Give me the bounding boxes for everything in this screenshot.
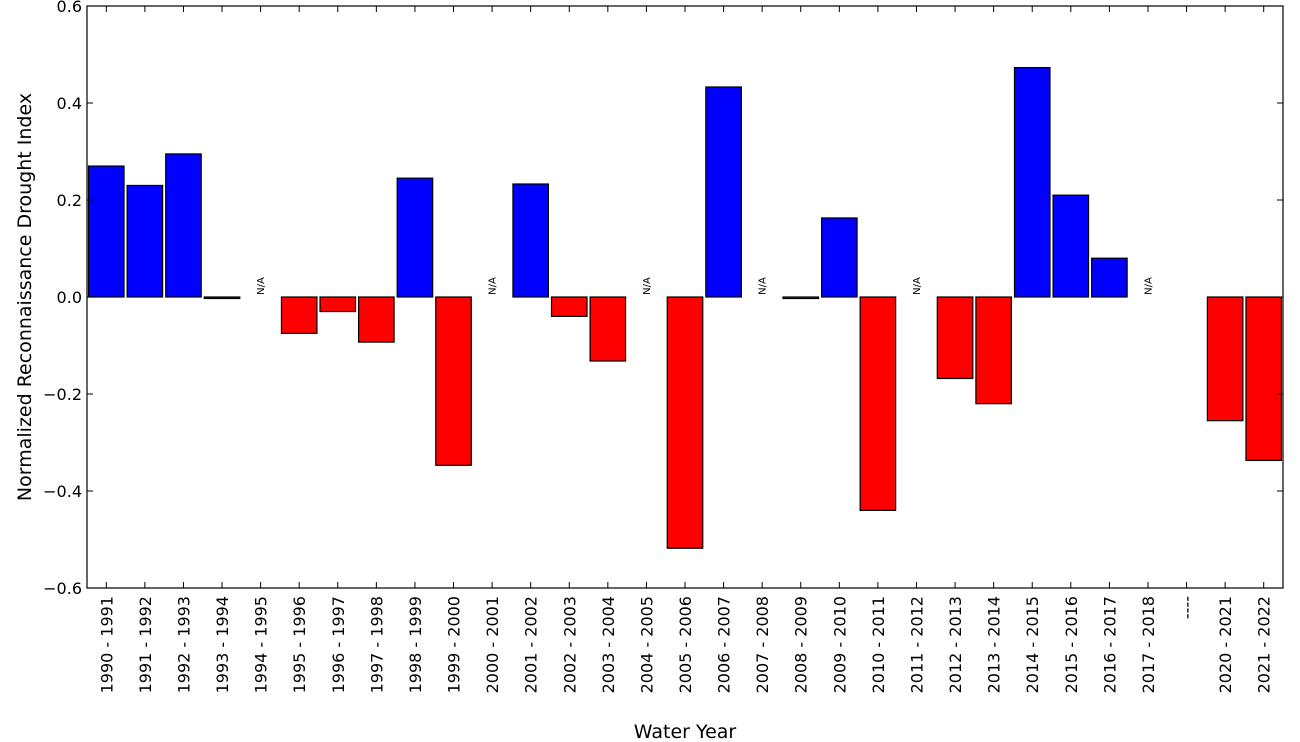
bar-7 [358,296,395,343]
na-label-4: N/A [256,277,267,295]
x-tick-label-24: 2014 - 2015 [1023,596,1042,693]
x-tick-label-26: 2016 - 2017 [1100,596,1119,693]
x-tick-label-7: 1997 - 1998 [367,596,386,693]
y-tick-label-0: 0.6 [57,0,82,16]
na-label-14: N/A [642,277,653,295]
bar-3 [203,296,241,300]
x-tick-label-29: 2020 - 2021 [1216,596,1235,693]
bar-22 [936,296,974,380]
bar-15 [666,296,704,549]
bar-30 [1245,296,1283,462]
bar-13 [589,296,627,362]
x-tick-label-8: 1998 - 1999 [406,596,425,693]
y-tick-label-6: −0.6 [43,579,82,598]
x-axis: 1990 - 1991 1991 - 1992 1992 - 1993 1993 - … [97,6,1274,693]
x-tick-label-20: 2010 - 2011 [869,596,888,693]
bar-9 [435,296,472,466]
x-tick-label-12: 2002 - 2003 [560,596,579,693]
x-tick-label-22: 2012 - 2013 [946,596,965,693]
bar-25 [1052,194,1090,298]
x-tick-label-14: 2004 - 2005 [637,596,656,693]
x-tick-label-0: 1990 - 1991 [97,596,116,693]
x-tick-label-13: 2003 - 2004 [599,596,618,693]
x-tick-label-23: 2013 - 2014 [985,596,1004,693]
y-tick-label-3: 0.0 [57,288,82,307]
na-label-21: N/A [912,277,923,295]
bar-12 [550,296,588,317]
x-tick-label-1: 1991 - 1992 [136,596,155,693]
bar-19 [820,217,858,298]
bar-6 [319,296,357,313]
x-tick-label-21: 2011 - 2012 [907,596,926,693]
x-tick-label-10: 2000 - 2001 [483,596,502,693]
x-axis-title: Water Year [634,721,737,742]
bar-1 [126,184,164,298]
x-tick-label-3: 1993 - 1994 [213,596,232,693]
na-label-10: N/A [488,277,499,295]
na-label-27: N/A [1143,277,1154,295]
x-tick-label-28: ---- [1178,596,1197,619]
bar-5 [280,296,318,334]
y-tick-label-5: −0.4 [43,482,82,501]
y-axis: 0.6 0.4 0.2 0.0 −0.2 −0.4 −0.6 [43,0,1283,598]
bar-2 [165,153,202,298]
x-tick-label-16: 2006 - 2007 [715,596,734,693]
x-tick-label-19: 2009 - 2010 [830,596,849,693]
x-tick-label-2: 1992 - 1993 [174,596,193,693]
bar-0 [87,165,125,298]
bar-11 [512,183,550,298]
bar-23 [975,296,1012,405]
x-tick-label-6: 1996 - 1997 [329,596,348,693]
x-tick-label-9: 1999 - 2000 [445,596,464,693]
bar-16 [705,86,742,298]
x-tick-label-11: 2001 - 2002 [522,596,541,693]
y-tick-label-2: 0.2 [57,191,82,210]
y-tick-label-4: −0.2 [43,385,82,404]
x-tick-label-15: 2005 - 2006 [676,596,695,693]
x-tick-label-18: 2008 - 2009 [792,596,811,693]
y-tick-label-1: 0.4 [57,94,82,113]
x-tick-label-25: 2015 - 2016 [1062,596,1081,693]
bar-18 [782,296,820,300]
bar-8 [396,177,434,298]
na-labels-layer: N/A N/A N/A N/A N/A N/A [256,277,1154,295]
x-tick-label-4: 1994 - 1995 [252,596,271,693]
bar-24 [1013,66,1051,298]
x-tick-label-30: 2021 - 2022 [1255,596,1274,693]
bars-layer [87,66,1283,549]
bar-20 [859,296,897,511]
bar-26 [1091,257,1128,298]
y-axis-title: Normalized Reconnaissance Drought Index [14,93,36,501]
na-label-17: N/A [758,277,769,295]
x-tick-label-17: 2007 - 2008 [753,596,772,693]
x-tick-label-5: 1995 - 1996 [290,596,309,693]
x-tick-label-27: 2017 - 2018 [1139,596,1158,693]
bar-29 [1206,296,1244,422]
